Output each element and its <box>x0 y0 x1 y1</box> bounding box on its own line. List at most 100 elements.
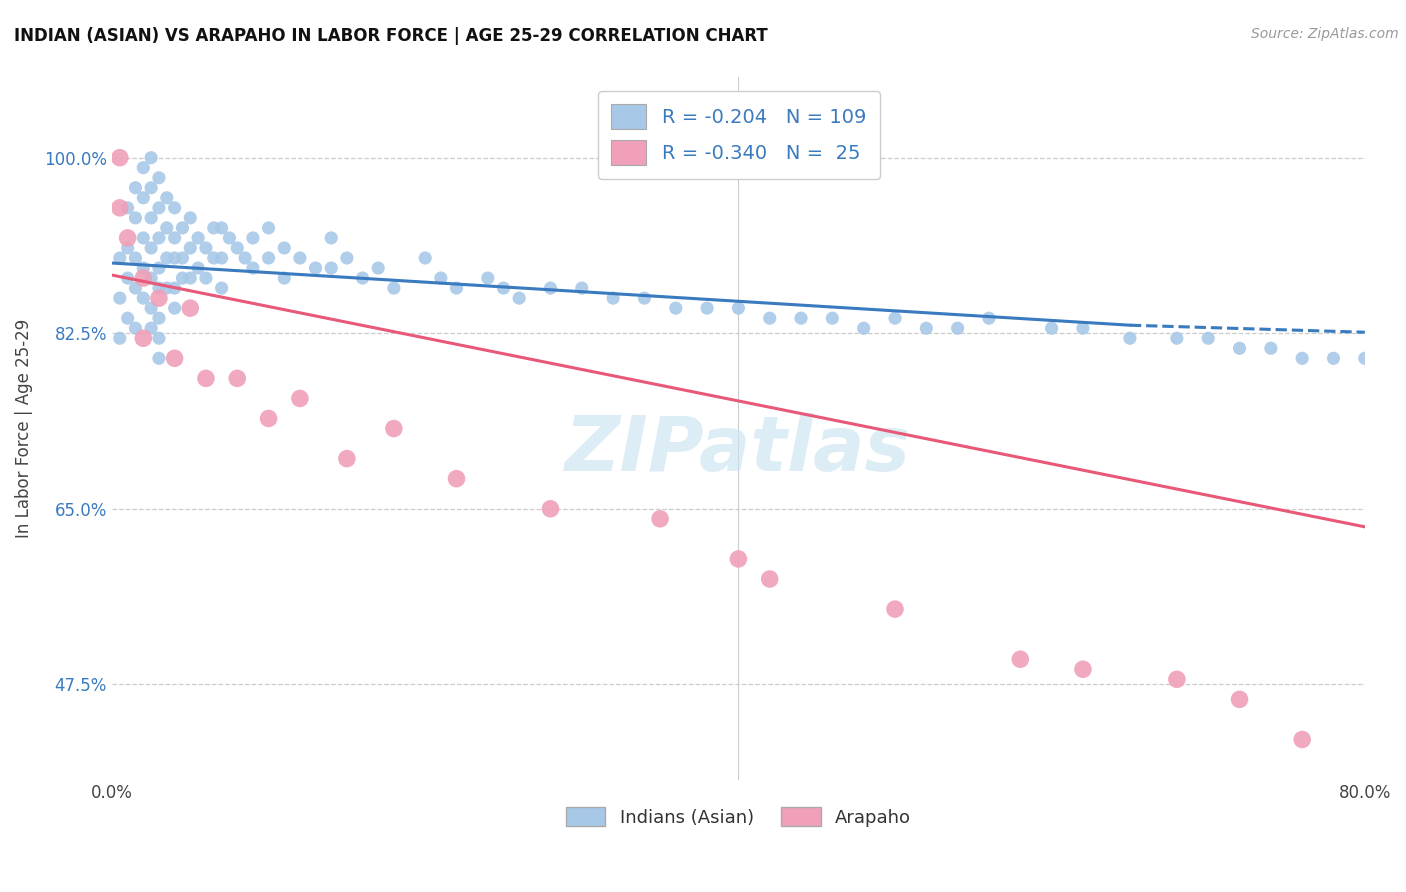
Point <box>508 291 530 305</box>
Point <box>139 211 162 225</box>
Point <box>1071 321 1094 335</box>
Point <box>179 271 201 285</box>
Point <box>336 251 359 265</box>
Point <box>1119 331 1142 345</box>
Point <box>211 251 233 265</box>
Point <box>139 321 162 335</box>
Point <box>665 301 688 315</box>
Point <box>156 281 179 295</box>
Point <box>148 201 170 215</box>
Point <box>117 241 139 255</box>
Point <box>132 291 155 305</box>
Point <box>172 271 194 285</box>
Point <box>233 251 256 265</box>
Point <box>148 231 170 245</box>
Point <box>790 311 813 326</box>
Point <box>124 251 146 265</box>
Point <box>108 201 131 215</box>
Point <box>132 161 155 175</box>
Point <box>108 291 131 305</box>
Point <box>172 251 194 265</box>
Point <box>148 260 170 275</box>
Point <box>194 241 217 255</box>
Point <box>288 251 311 265</box>
Point <box>352 271 374 285</box>
Point <box>156 251 179 265</box>
Point <box>446 281 468 295</box>
Point <box>696 301 718 315</box>
Point <box>1010 652 1032 666</box>
Point <box>117 201 139 215</box>
Point <box>124 211 146 225</box>
Point <box>273 241 295 255</box>
Point <box>1322 351 1344 366</box>
Point <box>852 321 875 335</box>
Point <box>1071 662 1094 676</box>
Point <box>1040 321 1063 335</box>
Point <box>758 311 780 326</box>
Point <box>1229 692 1251 706</box>
Point <box>540 281 562 295</box>
Point <box>242 260 264 275</box>
Point <box>382 421 405 435</box>
Point <box>1197 331 1219 345</box>
Point <box>226 371 249 385</box>
Text: ZIPatlas: ZIPatlas <box>565 413 911 487</box>
Point <box>132 271 155 285</box>
Point <box>218 231 240 245</box>
Point <box>108 151 131 165</box>
Point <box>321 231 343 245</box>
Point <box>257 251 280 265</box>
Point <box>156 220 179 235</box>
Point <box>758 572 780 586</box>
Point <box>172 220 194 235</box>
Point <box>179 211 201 225</box>
Point <box>148 281 170 295</box>
Point <box>492 281 515 295</box>
Point <box>117 231 139 245</box>
Point <box>163 281 186 295</box>
Point <box>648 512 671 526</box>
Point <box>163 351 186 366</box>
Point <box>884 311 907 326</box>
Point <box>194 371 217 385</box>
Point <box>117 271 139 285</box>
Point <box>1354 351 1376 366</box>
Point <box>1291 732 1313 747</box>
Point <box>1166 331 1188 345</box>
Point <box>257 220 280 235</box>
Point <box>179 241 201 255</box>
Point <box>226 241 249 255</box>
Point <box>211 281 233 295</box>
Text: Source: ZipAtlas.com: Source: ZipAtlas.com <box>1251 27 1399 41</box>
Y-axis label: In Labor Force | Age 25-29: In Labor Force | Age 25-29 <box>15 319 32 538</box>
Point <box>163 301 186 315</box>
Point <box>1291 351 1313 366</box>
Point <box>148 311 170 326</box>
Point <box>915 321 938 335</box>
Point <box>946 321 969 335</box>
Point <box>1385 361 1406 376</box>
Point <box>124 321 146 335</box>
Point <box>117 311 139 326</box>
Point <box>382 281 405 295</box>
Point <box>187 260 209 275</box>
Point <box>202 251 225 265</box>
Point <box>727 552 749 566</box>
Point <box>430 271 453 285</box>
Point <box>288 392 311 406</box>
Point <box>321 260 343 275</box>
Point <box>602 291 624 305</box>
Point <box>163 201 186 215</box>
Point <box>156 191 179 205</box>
Point <box>124 181 146 195</box>
Point <box>540 501 562 516</box>
Point <box>108 251 131 265</box>
Point <box>304 260 326 275</box>
Point <box>108 331 131 345</box>
Point <box>242 231 264 245</box>
Point <box>884 602 907 616</box>
Point <box>124 281 146 295</box>
Point <box>132 260 155 275</box>
Point <box>139 151 162 165</box>
